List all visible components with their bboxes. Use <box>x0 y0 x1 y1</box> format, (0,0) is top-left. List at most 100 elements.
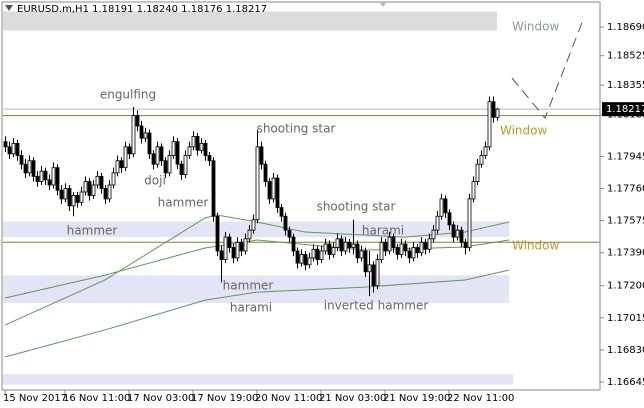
candle-body <box>399 243 404 255</box>
candle-body <box>139 125 144 139</box>
candle-body <box>111 172 116 186</box>
candle-body <box>239 241 244 252</box>
candle-body <box>211 160 216 217</box>
candle-body <box>371 264 376 287</box>
window-zone <box>3 11 497 31</box>
candle-body <box>107 184 112 200</box>
y-tick-label: 1.17390 <box>607 248 644 259</box>
pattern-annotation: shooting star <box>257 122 336 136</box>
candle-body <box>223 236 228 261</box>
candle-body <box>495 108 500 118</box>
candle-body <box>291 236 296 252</box>
pattern-annotation: shooting star <box>317 200 396 214</box>
candle-body <box>335 238 340 248</box>
candle-body <box>379 241 384 261</box>
candle-body <box>431 229 436 240</box>
pattern-annotation: harami <box>230 301 272 315</box>
candle-body <box>403 243 408 252</box>
candle-body <box>135 115 140 127</box>
x-tick-label: 16 Nov 11:00 <box>63 393 130 404</box>
y-tick-label: 1.17575 <box>607 216 644 227</box>
candle-body <box>235 241 240 259</box>
window-label: Window <box>500 124 548 138</box>
candle-body <box>31 160 36 177</box>
candle-body <box>19 155 24 165</box>
candle-body <box>383 241 388 252</box>
candle-body <box>395 247 400 255</box>
candle-body <box>183 155 188 176</box>
candle-body <box>419 241 424 254</box>
candle-body <box>463 241 468 248</box>
candle-body <box>75 195 80 203</box>
y-tick-label: 1.17945 <box>607 151 644 162</box>
price-marker-label: 1.18217 <box>606 104 644 115</box>
y-tick-label: 1.16645 <box>607 377 644 388</box>
candle-body <box>467 198 472 248</box>
candle-body <box>119 160 124 169</box>
candle-body <box>71 195 76 207</box>
candle-body <box>447 212 452 226</box>
candle-body <box>155 146 160 165</box>
y-tick-label: 1.18355 <box>607 80 644 91</box>
candle-body <box>315 248 320 261</box>
candle-body <box>55 167 60 191</box>
x-tick-label: 21 Nov 19:00 <box>383 393 450 404</box>
pattern-annotation: inverted hammer <box>324 299 429 313</box>
candle-body <box>163 160 168 174</box>
x-tick-label: 17 Nov 03:00 <box>127 393 194 404</box>
candle-body <box>263 163 268 182</box>
candle-body <box>339 238 344 252</box>
candle-body <box>191 136 196 148</box>
window-zone <box>3 221 509 238</box>
candle-body <box>179 163 184 176</box>
candle-body <box>115 160 120 174</box>
candle-body <box>295 250 300 264</box>
candle-body <box>435 215 440 231</box>
pattern-annotation: engulfing <box>100 88 156 102</box>
candle-body <box>491 101 496 118</box>
candle-body <box>171 141 176 156</box>
candle-body <box>359 250 364 259</box>
candle-body <box>47 179 52 186</box>
x-tick-label: 20 Nov 11:00 <box>255 393 322 404</box>
candle-body <box>7 146 12 155</box>
candle-body <box>91 184 96 196</box>
candle-body <box>187 146 192 156</box>
pattern-annotation: hammer <box>158 196 209 210</box>
candle-body <box>167 155 172 174</box>
y-tick-label: 1.17015 <box>607 313 644 324</box>
candle-body <box>215 215 220 252</box>
y-tick-label: 1.18525 <box>607 51 644 62</box>
window-zone <box>3 374 513 385</box>
candle-body <box>355 243 360 259</box>
candle-body <box>283 215 288 231</box>
candle-body <box>415 247 420 254</box>
y-tick-label: 1.17760 <box>607 183 644 194</box>
x-tick-label: 15 Nov 2017 <box>3 393 67 404</box>
candle-body <box>83 181 88 193</box>
candle-body <box>103 188 108 200</box>
candle-body <box>15 142 20 156</box>
candle-body <box>351 243 356 248</box>
y-tick-label: 1.18690 <box>607 22 644 33</box>
candle-body <box>207 155 212 162</box>
candle-body <box>303 254 308 266</box>
candle-body <box>483 146 488 156</box>
candle-body <box>443 198 448 214</box>
candle-body <box>219 250 224 261</box>
candle-body <box>63 188 68 200</box>
candle-body <box>439 198 444 217</box>
candle-body <box>247 229 252 240</box>
candle-body <box>199 142 204 151</box>
x-tick-label: 21 Nov 03:00 <box>319 393 386 404</box>
candle-body <box>87 181 92 196</box>
pattern-annotation: hammer <box>223 279 274 293</box>
candle-body <box>23 163 28 174</box>
candle-body <box>279 207 284 217</box>
candle-body <box>151 153 156 165</box>
candle-body <box>123 146 128 169</box>
candle-body <box>475 163 480 182</box>
candle-body <box>35 175 40 182</box>
candle-body <box>143 132 148 139</box>
